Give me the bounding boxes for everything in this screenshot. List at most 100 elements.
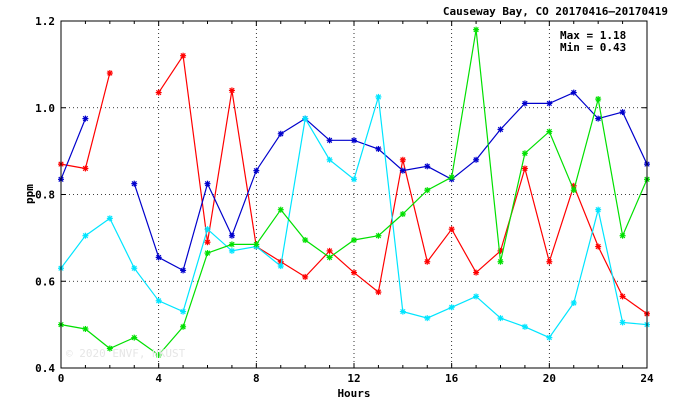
data-point	[180, 52, 187, 59]
x-tick-label: 24	[640, 372, 654, 385]
data-point	[595, 115, 602, 122]
data-point	[546, 334, 553, 341]
data-point	[399, 167, 406, 174]
grid	[61, 21, 647, 368]
ticks: 0 4 8 12 16 20 24 0.4 0.6 0.8 1.0 1.2	[35, 15, 654, 385]
x-tick-label: 16	[445, 372, 459, 385]
data-point	[546, 258, 553, 265]
data-point	[277, 206, 284, 213]
data-point	[131, 334, 138, 341]
data-point	[473, 156, 480, 163]
data-point	[106, 345, 113, 352]
data-point	[595, 96, 602, 103]
data-point	[570, 299, 577, 306]
data-point	[424, 258, 431, 265]
data-point	[302, 237, 309, 244]
data-point	[619, 109, 626, 116]
data-point	[228, 247, 235, 254]
data-point	[351, 237, 357, 244]
data-point	[351, 137, 357, 144]
data-point	[204, 180, 211, 187]
data-point	[82, 325, 89, 332]
data-point	[424, 187, 431, 194]
chart-title: Causeway Bay, CO 20170416–20170419	[443, 5, 668, 18]
x-tick-label: 8	[253, 372, 260, 385]
data-point	[619, 232, 626, 239]
data-point	[253, 167, 260, 174]
x-tick-label: 20	[543, 372, 556, 385]
y-tick-label: 1.2	[35, 15, 55, 28]
data-point	[399, 156, 406, 163]
series-3	[58, 93, 650, 341]
data-point	[228, 87, 235, 94]
data-point	[521, 150, 528, 157]
data-point	[204, 226, 211, 233]
data-point	[180, 267, 187, 274]
data-point	[546, 100, 553, 107]
data-point	[155, 254, 162, 261]
data-point	[619, 319, 626, 326]
data-point	[277, 263, 284, 270]
y-tick-label: 0.8	[35, 189, 55, 202]
data-point	[228, 241, 235, 248]
data-point	[424, 163, 431, 170]
data-point	[497, 315, 504, 322]
data-point	[82, 115, 89, 122]
data-point	[155, 297, 162, 304]
data-point	[106, 70, 113, 77]
data-point	[82, 165, 89, 172]
data-point	[204, 239, 211, 246]
data-point	[82, 232, 89, 239]
stat-max: Max = 1.18	[560, 29, 626, 42]
series-layer	[58, 26, 650, 358]
data-point	[375, 145, 382, 152]
data-point	[375, 289, 382, 296]
data-point	[521, 100, 528, 107]
data-point	[448, 174, 455, 181]
data-point	[131, 180, 138, 187]
y-tick-label: 0.4	[35, 362, 55, 375]
data-point	[375, 232, 382, 239]
series-4	[58, 26, 650, 358]
data-point	[326, 156, 333, 163]
stat-min: Min = 0.43	[560, 41, 626, 54]
data-point	[570, 187, 577, 194]
series-line	[60, 29, 648, 356]
data-point	[326, 254, 333, 261]
data-point	[155, 89, 162, 96]
data-point	[106, 215, 113, 222]
data-point	[155, 351, 162, 358]
data-point	[399, 211, 406, 218]
data-point	[302, 273, 309, 280]
data-point	[570, 89, 577, 96]
data-point	[448, 304, 455, 311]
data-point	[375, 93, 382, 100]
data-point	[277, 130, 284, 137]
data-point	[302, 115, 309, 122]
data-point	[131, 265, 138, 272]
watermark: © 2020 ENVF, HKUST	[66, 347, 186, 360]
x-tick-label: 12	[347, 372, 360, 385]
x-tick-label: 0	[58, 372, 65, 385]
data-point	[204, 250, 211, 257]
data-point	[180, 323, 187, 330]
data-point	[228, 232, 235, 239]
data-point	[180, 308, 187, 315]
series-line	[60, 91, 648, 272]
y-tick-label: 0.6	[35, 275, 55, 288]
x-tick-label: 4	[155, 372, 162, 385]
data-point	[497, 258, 504, 265]
data-point	[399, 308, 406, 315]
x-axis-label: Hours	[337, 387, 370, 400]
data-point	[326, 247, 333, 254]
data-point	[326, 137, 333, 144]
data-point	[448, 226, 455, 233]
data-point	[424, 315, 431, 322]
y-tick-label: 1.0	[35, 102, 55, 115]
data-point	[521, 165, 528, 172]
data-point	[351, 269, 357, 276]
data-point	[521, 323, 528, 330]
data-point	[253, 241, 260, 248]
y-axis-label: ppm	[23, 184, 36, 204]
